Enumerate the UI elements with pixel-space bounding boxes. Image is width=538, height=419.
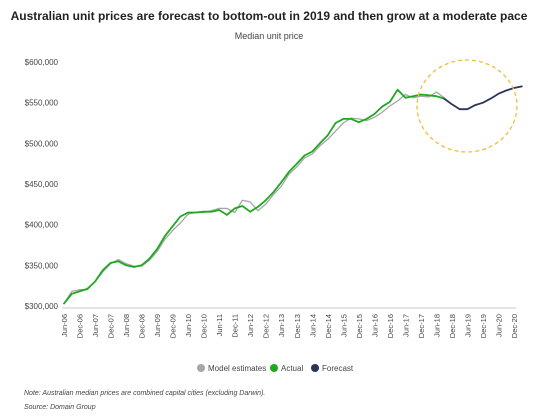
x-tick-label: Dec-09: [169, 314, 178, 338]
legend-label-forecast: Forecast: [322, 364, 354, 373]
footnote: Note: Australian median prices are combi…: [24, 390, 266, 397]
x-tick-label: Dec-10: [200, 314, 209, 338]
x-tick-label: Dec-11: [231, 314, 240, 338]
x-tick-label: Dec-15: [355, 314, 364, 338]
x-axis: Jun-06 Dec-06 Jun-07 Dec-07 Jun-08 Dec-08 Jun-…: [60, 307, 519, 338]
x-tick-label: Dec-12: [262, 314, 271, 338]
legend-marker-model-estimates: [197, 364, 205, 372]
x-tick-label: Jun-07: [91, 314, 100, 337]
chart-title: Australian unit prices are forecast to b…: [10, 9, 528, 23]
x-tick-label: Jun-17: [401, 314, 410, 337]
y-tick-label: $550,000: [25, 99, 59, 108]
y-tick-label: $400,000: [25, 221, 59, 230]
y-tick-label: $450,000: [25, 180, 59, 189]
x-tick-label: Jun-12: [246, 314, 255, 337]
x-tick-label: Dec-19: [479, 314, 488, 338]
x-tick-label: Jun-09: [153, 314, 162, 337]
y-tick-label: $600,000: [25, 58, 59, 67]
series-line-model-estimates: [63, 91, 445, 305]
x-tick-label: Dec-07: [107, 314, 116, 338]
x-tick-label: Dec-17: [417, 314, 426, 338]
x-tick-label: Jun-16: [370, 314, 379, 337]
x-tick-label: Jun-14: [308, 314, 317, 337]
y-axis: $300,000 $350,000 $400,000 $450,000 $500,000…: [25, 58, 59, 311]
x-tick-label: Jun-06: [60, 314, 69, 337]
legend-marker-actual: [270, 364, 278, 372]
x-tick-label: Jun-08: [122, 314, 131, 337]
x-tick-label: Jun-18: [432, 314, 441, 337]
x-tick-label: Dec-08: [138, 314, 147, 338]
x-tick-label: Jun-13: [277, 314, 286, 337]
x-tick-label: Jun-10: [184, 314, 193, 337]
chart-subtitle: Median unit price: [234, 31, 304, 41]
legend-label-model-estimates: Model estimates: [208, 364, 266, 373]
x-tick-label: Dec-13: [293, 314, 302, 338]
x-tick-label: Dec-20: [510, 314, 519, 338]
legend-marker-forecast: [311, 364, 319, 372]
x-tick-label: Jun-15: [339, 314, 348, 337]
legend: Model estimates Actual Forecast: [197, 364, 354, 373]
y-tick-label: $300,000: [25, 302, 59, 311]
y-tick-label: $500,000: [25, 139, 59, 148]
source-note: Source: Domain Group: [24, 404, 96, 411]
x-tick-label: Dec-18: [448, 314, 457, 338]
y-tick-label: $350,000: [25, 261, 59, 270]
x-tick-label: Dec-06: [76, 314, 85, 338]
series-line-actual: [63, 88, 446, 305]
x-tick-label: Dec-16: [386, 314, 395, 338]
legend-label-actual: Actual: [281, 364, 303, 373]
x-tick-label: Jun-11: [215, 314, 224, 336]
x-tick-label: Jun-19: [463, 314, 472, 337]
x-tick-label: Jun-20: [494, 314, 503, 337]
series-line-forecast: [443, 85, 523, 111]
forecast-highlight-circle: [416, 59, 518, 153]
x-tick-label: Dec-14: [324, 314, 333, 338]
series-layer: [63, 85, 523, 305]
